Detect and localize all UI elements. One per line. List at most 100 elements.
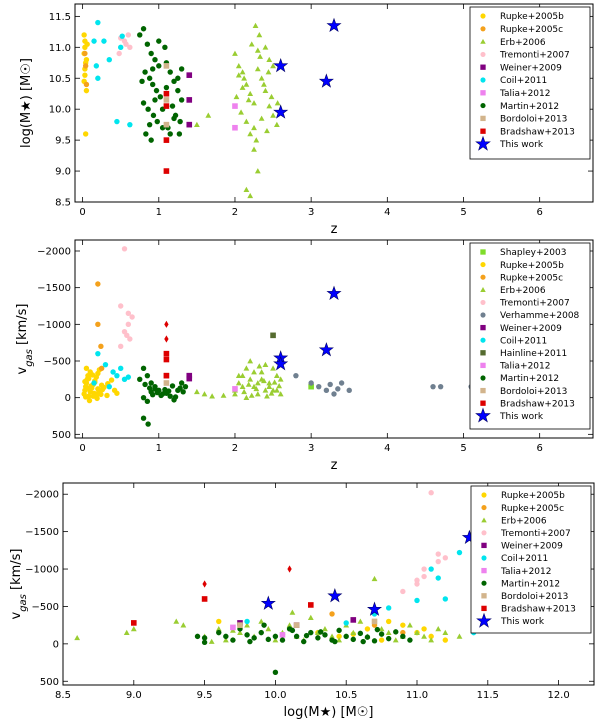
data-point-erb-2006 (435, 625, 442, 632)
data-point-martin-2012 (385, 635, 392, 642)
data-point-martin-2012 (177, 385, 183, 391)
legend-item-rupke-2005c: Rupke+2005c (480, 273, 563, 283)
series-this-work (273, 285, 342, 371)
data-point-erb-2006 (247, 90, 254, 97)
data-point-martin-2012 (301, 638, 307, 645)
legend-item-tremonti-2007: Tremonti+2007 (480, 299, 570, 309)
legend-item-talia-2012: Talia+2012 (480, 89, 550, 99)
y-tick-label: 10.0 (49, 105, 71, 116)
legend-item-weiner-2009: Weiner+2009 (480, 63, 562, 73)
legend-marker-bradshaw-2013 (480, 400, 486, 406)
data-point-erb-2006 (428, 637, 435, 643)
data-point-weiner-2009 (186, 72, 193, 78)
data-point-martin-2012 (378, 631, 385, 637)
data-point-verhamme-2008 (293, 372, 299, 379)
data-point-martin-2012 (156, 38, 162, 44)
data-point-erb-2006 (253, 385, 260, 392)
legend-marker-bordoloi-2013 (481, 593, 487, 599)
data-point-erb-2006 (266, 383, 273, 389)
data-point-coil-2011 (442, 596, 449, 602)
legend-marker-tremonti-2007 (480, 299, 486, 305)
data-point-weiner-2009 (186, 372, 193, 379)
data-point-erb-2006 (193, 121, 200, 127)
data-point-martin-2012 (144, 398, 151, 405)
legend-item-this-work: This work (475, 135, 544, 151)
data-point-erb-2006 (270, 62, 276, 69)
legend: Shapley+2003 Rupke+2005b Rupke+2005c Erb+20… (469, 242, 591, 430)
y-axis-label: vgas [km/s] (15, 303, 35, 374)
legend-label: Erb+2006 (500, 286, 546, 296)
legend-marker-bordoloi-2013 (480, 387, 486, 394)
data-point-coil-2011 (91, 38, 97, 44)
legend-marker-erb-2006 (480, 287, 486, 293)
y-tick-label: 500 (52, 430, 71, 441)
data-point-erb-2006 (238, 109, 244, 115)
data-point-erb-2006 (258, 369, 265, 375)
data-point-this-work (326, 17, 342, 33)
data-point-rupke-2005b (442, 637, 449, 643)
data-point-coil-2011 (110, 369, 116, 375)
x-tick-label: 0 (79, 443, 85, 454)
data-point-erb-2006 (193, 388, 200, 395)
data-point-erb-2006 (270, 112, 276, 118)
series-tremonti-2007 (118, 246, 135, 350)
series-talia-2012 (230, 624, 286, 638)
data-point-martin-2012 (167, 69, 173, 75)
legend-label: Tremonti+2007 (499, 51, 570, 61)
legend-label: Tremonti+2007 (499, 299, 570, 309)
data-point-erb-2006 (272, 637, 279, 643)
data-point-erb-2006 (254, 168, 261, 174)
legend-marker-rupke-2005c (481, 505, 487, 511)
series-bordoloi-2013 (237, 618, 378, 628)
data-point-martin-2012 (150, 81, 156, 88)
data-point-erb-2006 (247, 358, 254, 364)
data-point-erb-2006 (248, 392, 255, 398)
data-point-martin-2012 (175, 87, 181, 94)
data-point-tremonti-2007 (428, 490, 434, 496)
data-point-bordoloi-2013 (163, 63, 170, 69)
data-point-erb-2006 (264, 127, 270, 134)
data-point-martin-2012 (279, 637, 286, 643)
data-point-weiner-2009 (186, 97, 193, 103)
series-rupke-2005c (82, 50, 90, 88)
legend-item-erb-2006: Erb+2006 (480, 38, 546, 48)
data-point-martin-2012 (223, 633, 229, 640)
series-rupke-2005c (95, 281, 105, 372)
data-point-martin-2012 (140, 415, 147, 421)
data-point-martin-2012 (144, 41, 151, 47)
data-point-erb-2006 (239, 69, 246, 75)
legend-label: Rupke+2005b (501, 491, 565, 501)
data-point-martin-2012 (140, 100, 147, 106)
panel-z-vs-gas-velocity: 0 1 2 3 4 5 6 500 0 −500 −1000 −1500 −2000 z vgas [km/… (15, 239, 594, 473)
data-point-martin-2012 (167, 393, 173, 399)
legend-marker-this-work (475, 135, 491, 151)
x-tick-label: 5 (460, 207, 466, 218)
data-point-rupke-2005b (83, 56, 90, 63)
legend-item-rupke-2005c: Rupke+2005c (480, 25, 563, 35)
data-point-weiner-2009 (350, 617, 357, 623)
data-point-coil-2011 (102, 361, 109, 368)
data-point-bordoloi-2013 (163, 97, 170, 103)
legend-label: Verhamme+2008 (500, 311, 580, 321)
data-point-rupke-2005b (86, 375, 92, 382)
data-point-weiner-2009 (186, 121, 193, 128)
data-point-rupke-2005b (89, 372, 96, 378)
data-point-martin-2012 (156, 63, 162, 69)
data-point-martin-2012 (171, 115, 177, 122)
x-tick-label: 0 (79, 207, 85, 218)
legend-label: Rupke+2005b (500, 261, 564, 271)
data-point-erb-2006 (235, 372, 242, 378)
data-point-this-work (273, 356, 289, 371)
data-point-martin-2012 (178, 66, 185, 72)
data-point-verhamme-2008 (338, 380, 345, 386)
legend-item-martin-2012: Martin+2012 (480, 374, 559, 384)
data-point-this-work (273, 104, 289, 119)
data-point-martin-2012 (244, 632, 250, 638)
data-point-bradshaw-2013 (202, 580, 207, 588)
data-point-erb-2006 (421, 633, 427, 639)
data-point-martin-2012 (142, 69, 148, 75)
legend-marker-this-work (475, 407, 491, 423)
data-point-erb-2006 (252, 22, 259, 28)
data-point-coil-2011 (106, 56, 112, 63)
